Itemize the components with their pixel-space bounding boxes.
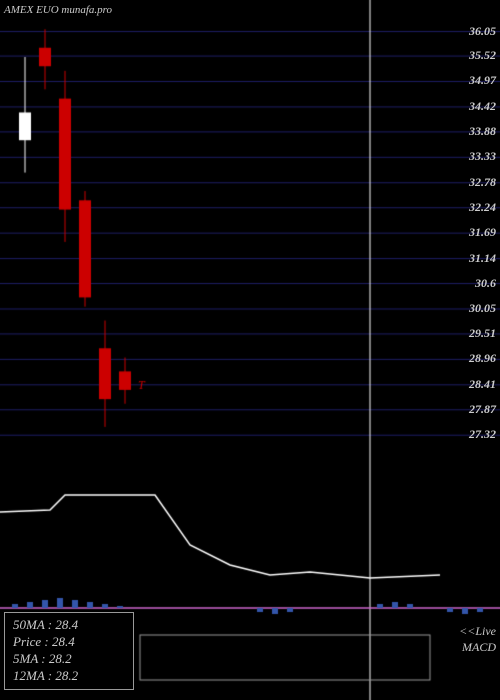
y-tick-label: 34.42 (469, 99, 496, 114)
macd-label: MACD (462, 640, 496, 655)
y-tick-label: 27.32 (469, 427, 496, 442)
y-tick-label: 27.87 (469, 402, 496, 417)
y-tick-label: 35.52 (469, 48, 496, 63)
y-tick-label: 30.6 (475, 276, 496, 291)
y-tick-label: 30.05 (469, 301, 496, 316)
stat-line: 12MA : 28.2 (13, 668, 125, 685)
y-tick-label: 33.88 (469, 124, 496, 139)
y-tick-label: 32.24 (469, 200, 496, 215)
y-tick-label: 28.41 (469, 377, 496, 392)
y-tick-label: 34.97 (469, 73, 496, 88)
stat-line: 50MA : 28.4 (13, 617, 125, 634)
y-tick-label: 31.14 (469, 251, 496, 266)
y-tick-label: 29.51 (469, 326, 496, 341)
y-tick-label: 28.96 (469, 351, 496, 366)
stat-line: Price : 28.4 (13, 634, 125, 651)
chart-canvas (0, 0, 500, 700)
chart-title: AMEX EUO munafa.pro (4, 4, 112, 16)
y-tick-label: 36.05 (469, 24, 496, 39)
y-tick-label: 32.78 (469, 175, 496, 190)
stat-line: 5MA : 28.2 (13, 651, 125, 668)
stats-box: 50MA : 28.4Price : 28.45MA : 28.212MA : … (4, 612, 134, 690)
y-tick-label: 33.33 (469, 149, 496, 164)
macd-live-label: <<Live (459, 624, 496, 639)
y-tick-label: 31.69 (469, 225, 496, 240)
